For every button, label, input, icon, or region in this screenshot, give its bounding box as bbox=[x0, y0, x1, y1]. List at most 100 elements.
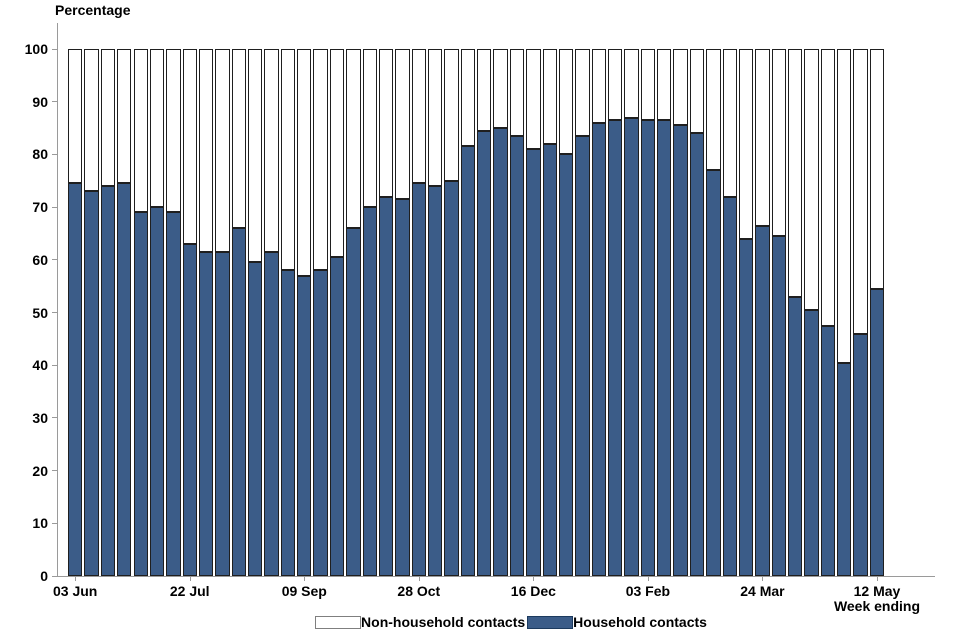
household-segment bbox=[558, 154, 574, 576]
non-household-segment bbox=[149, 49, 165, 208]
bar-week-43 bbox=[771, 49, 786, 576]
household-segment bbox=[84, 191, 99, 576]
non-household-segment bbox=[346, 49, 361, 229]
household-segment bbox=[624, 117, 639, 576]
household-segment bbox=[313, 270, 328, 576]
non-household-segment bbox=[820, 49, 836, 326]
household-segment bbox=[804, 309, 819, 576]
bar-week-23 bbox=[444, 49, 459, 576]
bar-week-13 bbox=[280, 49, 296, 576]
non-household-segment bbox=[378, 49, 394, 197]
y-tick-label: 80 bbox=[32, 146, 48, 163]
y-tick-label: 90 bbox=[32, 93, 48, 110]
y-tick-mark bbox=[52, 417, 57, 419]
non-household-segment bbox=[706, 49, 721, 171]
household-segment bbox=[378, 196, 394, 576]
x-tick-mark bbox=[418, 576, 420, 581]
household-segment bbox=[755, 225, 770, 576]
non-household-segment bbox=[460, 49, 476, 147]
household-segment bbox=[820, 325, 836, 576]
bar-week-14 bbox=[297, 49, 312, 576]
non-household-segment bbox=[444, 49, 459, 181]
non-household-segment bbox=[362, 49, 377, 208]
non-household-segment bbox=[264, 49, 279, 252]
x-tick-label: 12 May bbox=[853, 583, 901, 599]
x-tick-label: 24 Mar bbox=[740, 583, 785, 599]
household-segment bbox=[657, 120, 672, 576]
non-household-segment bbox=[575, 49, 590, 136]
bar-week-20 bbox=[395, 49, 410, 576]
x-axis-title: Week ending bbox=[833, 598, 921, 614]
bar-week-24 bbox=[460, 49, 476, 576]
y-tick-mark bbox=[52, 206, 57, 208]
x-axis: Week ending 03 Jun 22 Jul 09 Sep 28 Oct 16 D… bbox=[53, 576, 935, 636]
bar-week-25 bbox=[477, 49, 492, 576]
non-household-segment bbox=[297, 49, 312, 276]
non-household-segment bbox=[837, 49, 852, 363]
legend-label-household: Household contacts bbox=[573, 614, 707, 630]
household-segment bbox=[395, 199, 410, 576]
bar-week-4 bbox=[133, 49, 148, 576]
bar-week-5 bbox=[149, 49, 165, 576]
non-household-segment bbox=[428, 49, 443, 187]
x-tick-mark bbox=[189, 576, 191, 581]
bar-week-17 bbox=[346, 49, 361, 576]
household-segment bbox=[837, 362, 852, 576]
bar-week-11 bbox=[248, 49, 263, 576]
non-household-segment bbox=[608, 49, 623, 121]
bar-week-2 bbox=[100, 49, 116, 576]
bar-week-49 bbox=[869, 49, 885, 576]
bar-week-48 bbox=[853, 49, 868, 576]
non-household-segment bbox=[869, 49, 885, 289]
legend: Non-household contacts Household contact… bbox=[0, 614, 960, 630]
household-segment bbox=[673, 125, 688, 576]
x-tick-label: 16 Dec bbox=[510, 583, 556, 599]
legend-swatch-non-household bbox=[315, 615, 362, 629]
bar-week-7 bbox=[182, 49, 197, 576]
household-segment bbox=[526, 149, 541, 576]
non-household-segment bbox=[657, 49, 672, 121]
bar-week-31 bbox=[575, 49, 590, 576]
x-tick-label: 09 Sep bbox=[281, 583, 327, 599]
bar-week-33 bbox=[608, 49, 623, 576]
bar-week-47 bbox=[837, 49, 852, 576]
bar-week-6 bbox=[166, 49, 181, 576]
non-household-segment bbox=[68, 49, 83, 184]
x-tick-label: 03 Feb bbox=[625, 583, 671, 599]
non-household-segment bbox=[280, 49, 296, 271]
y-tick-label: 40 bbox=[32, 357, 48, 374]
bar-week-12 bbox=[264, 49, 279, 576]
legend-label-non-household: Non-household contacts bbox=[361, 614, 526, 630]
household-segment bbox=[362, 207, 377, 576]
y-tick-label: 50 bbox=[32, 304, 48, 321]
household-segment bbox=[182, 243, 197, 576]
non-household-segment bbox=[493, 49, 508, 129]
y-tick-label: 0 bbox=[40, 568, 48, 584]
bar-week-19 bbox=[378, 49, 394, 576]
household-segment bbox=[117, 183, 132, 576]
household-segment bbox=[509, 135, 525, 576]
non-household-segment bbox=[771, 49, 786, 237]
non-household-segment bbox=[689, 49, 705, 134]
y-tick-mark bbox=[52, 101, 57, 103]
household-segment bbox=[771, 236, 786, 576]
bar-week-27 bbox=[509, 49, 525, 576]
y-tick-label: 100 bbox=[24, 41, 48, 57]
plot-area bbox=[57, 49, 935, 576]
y-tick-mark bbox=[52, 153, 57, 155]
non-household-segment bbox=[788, 49, 803, 297]
non-household-segment bbox=[198, 49, 214, 252]
household-segment bbox=[100, 186, 116, 576]
household-segment bbox=[608, 120, 623, 576]
bar-week-40 bbox=[722, 49, 737, 576]
bar-week-34 bbox=[624, 49, 639, 576]
non-household-segment bbox=[804, 49, 819, 310]
bar-week-29 bbox=[542, 49, 557, 576]
y-tick-mark bbox=[52, 259, 57, 261]
non-household-segment bbox=[84, 49, 99, 192]
bar-week-15 bbox=[313, 49, 328, 576]
y-axis-line bbox=[57, 23, 58, 576]
y-tick-mark bbox=[52, 48, 57, 50]
non-household-segment bbox=[395, 49, 410, 200]
